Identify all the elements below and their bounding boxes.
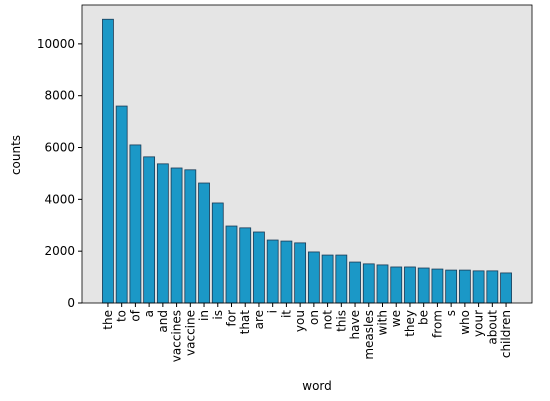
x-tick-label: children — [499, 310, 513, 358]
bar — [239, 227, 252, 304]
bar — [404, 266, 416, 304]
bar — [307, 251, 320, 304]
bar — [376, 264, 389, 304]
bar — [335, 254, 348, 304]
x-tick-label: the — [101, 310, 115, 330]
x-tick-label: vaccine — [183, 310, 197, 356]
bar — [198, 182, 210, 304]
x-tick-label: not — [321, 310, 335, 330]
x-tick-label: that — [238, 310, 252, 335]
bar — [115, 105, 128, 304]
x-axis-label: word — [302, 379, 332, 393]
x-tick-label: is — [211, 310, 225, 320]
bar — [156, 163, 169, 304]
x-tick-label: s — [444, 310, 458, 316]
bar — [211, 202, 224, 304]
x-tick-label: this — [334, 310, 348, 332]
x-tick-label: of — [128, 309, 142, 321]
bar — [129, 144, 142, 304]
bar — [362, 263, 375, 304]
y-tick-label: 8000 — [44, 89, 75, 103]
plot-frame — [81, 4, 533, 304]
bar — [266, 239, 279, 304]
bar — [225, 225, 238, 304]
bar — [486, 270, 499, 304]
bar — [184, 169, 197, 304]
x-tick-label: i — [266, 310, 280, 313]
bar — [349, 261, 361, 304]
x-tick-label: about — [485, 310, 499, 345]
x-tick-label: in — [197, 310, 211, 321]
bar — [143, 156, 156, 304]
x-tick-label: they — [403, 310, 417, 337]
x-tick-label: measles — [362, 310, 376, 360]
bar — [390, 266, 403, 304]
y-tick-label: 0 — [67, 296, 75, 310]
x-tick-label: and — [156, 310, 170, 333]
bar — [445, 269, 458, 304]
bar — [431, 268, 444, 304]
y-tick-label: 4000 — [44, 192, 75, 206]
bar — [170, 167, 183, 304]
x-tick-label: we — [389, 310, 403, 327]
x-tick-label: for — [224, 310, 238, 327]
bar — [458, 269, 471, 304]
x-tick-label: have — [348, 310, 362, 339]
x-tick-label: from — [430, 310, 444, 338]
bar — [102, 18, 114, 304]
x-tick-label: be — [417, 310, 431, 325]
x-tick-label: vaccines — [170, 310, 184, 362]
x-tick-label: to — [115, 310, 129, 322]
bar — [500, 272, 512, 304]
x-tick-label: a — [142, 310, 156, 317]
x-tick-label: who — [458, 310, 472, 335]
y-tick-label: 6000 — [44, 141, 75, 155]
y-tick-label: 2000 — [44, 244, 75, 258]
x-tick-label: are — [252, 310, 266, 329]
x-tick-label: it — [279, 310, 293, 318]
bar — [321, 254, 334, 304]
bar — [253, 231, 265, 304]
bar — [472, 270, 485, 304]
y-tick-label: 10000 — [37, 37, 75, 51]
bar — [294, 242, 307, 304]
x-tick-label: on — [307, 310, 321, 325]
bar — [417, 267, 430, 304]
x-tick-label: your — [472, 310, 486, 337]
x-tick-label: you — [293, 310, 307, 332]
y-axis-label: counts — [9, 135, 23, 175]
x-tick-label: with — [376, 310, 390, 335]
bar — [280, 240, 293, 304]
